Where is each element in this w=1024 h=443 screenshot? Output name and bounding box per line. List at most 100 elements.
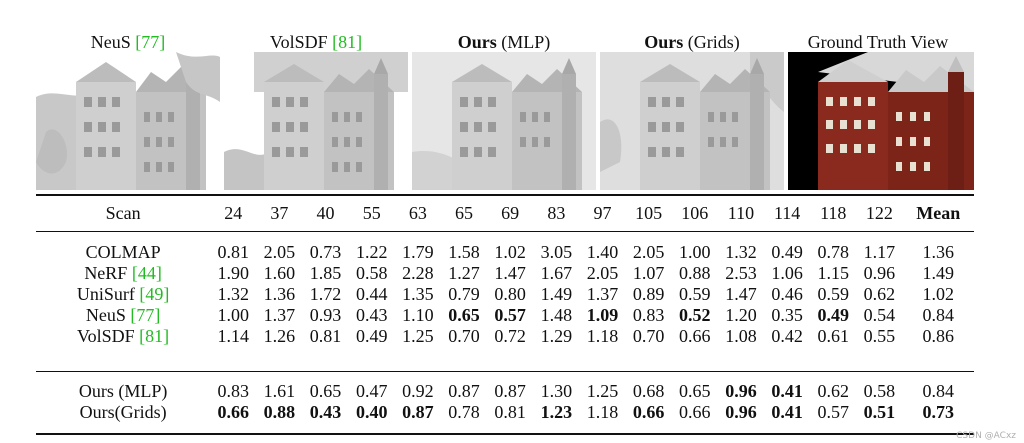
table-cell: 0.81 — [217, 242, 249, 262]
table-cell: 1.25 — [402, 326, 434, 346]
table-cell: 1.72 — [309, 284, 342, 304]
table-cell: 0.57 — [817, 402, 850, 422]
table-cell: 1.07 — [632, 263, 665, 283]
header-mean: Mean — [916, 203, 961, 223]
method-name: UniSurf [49] — [76, 284, 170, 304]
table-cell: 1.32 — [217, 284, 249, 304]
table-cell: 0.96 — [725, 381, 757, 401]
table-cell: 1.36 — [922, 242, 955, 262]
table-cell: 0.73 — [922, 402, 955, 422]
table-cell: 1.36 — [263, 284, 296, 304]
table-cell: 2.05 — [632, 242, 665, 262]
header-scan-55: 55 — [362, 203, 381, 223]
header-scan-110: 110 — [727, 203, 755, 223]
table-cell: 1.58 — [448, 242, 480, 262]
method-name: NeRF [44] — [84, 263, 162, 283]
table-cell: 0.66 — [679, 402, 711, 422]
table-cell: 1.02 — [494, 242, 526, 262]
table-cell: 0.84 — [922, 381, 955, 401]
table-row: Ours (MLP) 0.83 1.61 0.65 0.47 0.92 0.87 0.87 1.… — [36, 381, 974, 402]
table-cell: 0.68 — [632, 381, 665, 401]
baseline-table: COLMAP 0.81 2.05 0.73 1.22 1.79 1.58 1.02 3.05 1.… — [36, 242, 974, 347]
table-cell: 1.08 — [725, 326, 757, 346]
header-scan-83: 83 — [547, 203, 566, 223]
table-cell: 0.70 — [448, 326, 480, 346]
table-cell: 0.86 — [922, 326, 955, 346]
table-row: Ours(Grids) 0.66 0.88 0.43 0.40 0.87 0.78 0.81 1… — [36, 402, 974, 423]
panel-title-ours-grids: Ours (Grids) — [644, 32, 740, 52]
render-ground-truth — [788, 52, 974, 190]
table-cell: 0.88 — [263, 402, 296, 422]
table-cell: 0.80 — [494, 284, 526, 304]
header-scan-63: 63 — [408, 203, 427, 223]
table-cell: 0.84 — [922, 305, 955, 325]
table-cell: 0.96 — [863, 263, 896, 283]
table-cell: 1.02 — [922, 284, 955, 304]
table-cell: 0.66 — [632, 402, 665, 422]
table-cell: 0.96 — [725, 402, 757, 422]
table-cell: 0.78 — [817, 242, 850, 262]
table-header: Scan 24 37 40 55 63 65 69 83 97 105 106 110 114 118 122… — [36, 201, 974, 225]
panel-title-volsdf: VolSDF [81] — [269, 32, 363, 52]
table-cell: 0.43 — [355, 305, 388, 325]
table-cell: 1.61 — [263, 381, 296, 401]
table-cell: 1.15 — [817, 263, 850, 283]
header-scan-105: 105 — [635, 203, 663, 223]
table-cell: 1.06 — [771, 263, 803, 283]
table-cell: 1.90 — [217, 263, 249, 283]
header-rule — [36, 231, 974, 232]
table-cell: 0.44 — [355, 284, 388, 304]
table-cell: 1.85 — [309, 263, 342, 283]
table-cell: 0.87 — [494, 381, 526, 401]
table-cell: 0.65 — [448, 305, 480, 325]
table-cell: 1.09 — [586, 305, 619, 325]
table-cell: 0.49 — [771, 242, 803, 262]
table-cell: 1.20 — [725, 305, 757, 325]
header-scan-24: 24 — [224, 203, 243, 223]
table-cell: 0.40 — [355, 402, 388, 422]
table-cell: 0.61 — [817, 326, 850, 346]
table-cell: 0.42 — [771, 326, 803, 346]
table-cell: 0.81 — [494, 402, 526, 422]
table-cell: 2.28 — [402, 263, 434, 283]
table-bottom-rule — [36, 433, 974, 435]
table-cell: 1.22 — [355, 242, 388, 262]
table-cell: 0.51 — [863, 402, 896, 422]
table-cell: 1.18 — [586, 402, 619, 422]
table-cell: 1.60 — [263, 263, 296, 283]
table-cell: 3.05 — [540, 242, 573, 262]
table-cell: 1.27 — [448, 263, 480, 283]
table-row: COLMAP 0.81 2.05 0.73 1.22 1.79 1.58 1.02 3.05 1.… — [36, 242, 974, 263]
table-cell: 1.18 — [586, 326, 619, 346]
table-cell: 0.87 — [402, 402, 434, 422]
table-cell: 1.37 — [263, 305, 296, 325]
table-cell: 0.43 — [309, 402, 342, 422]
table-cell: 0.62 — [817, 381, 850, 401]
method-name: VolSDF [81] — [76, 326, 170, 346]
header-scan-118: 118 — [820, 203, 847, 223]
table-top-rule — [36, 194, 974, 196]
render-row — [0, 52, 1024, 190]
table-row: NeRF [44] 1.90 1.60 1.85 0.58 2.28 1.27 1.47 1.6… — [36, 263, 974, 284]
table-cell: 2.05 — [586, 263, 619, 283]
table-cell: 0.81 — [309, 326, 342, 346]
table-row: UniSurf [49] 1.32 1.36 1.72 0.44 1.35 0.79 0.80… — [36, 284, 974, 305]
table-cell: 0.52 — [679, 305, 711, 325]
table-cell: 0.83 — [217, 381, 249, 401]
citation: [77] — [130, 305, 161, 325]
panel-title-neus: NeuS [77] — [90, 32, 166, 52]
table-cell: 0.88 — [679, 263, 711, 283]
table-cell: 0.83 — [632, 305, 665, 325]
header-row: Scan 24 37 40 55 63 65 69 83 97 105 106 110 114 118 122… — [36, 201, 974, 225]
method-name: Ours (MLP) — [78, 381, 168, 401]
table-cell: 1.10 — [402, 305, 434, 325]
method-name: NeuS [77] — [85, 305, 161, 325]
table-cell: 1.67 — [540, 263, 573, 283]
table-cell: 0.62 — [863, 284, 896, 304]
table-row: VolSDF [81] 1.14 1.26 0.81 0.49 1.25 0.70 0.72 1… — [36, 326, 974, 347]
table-cell: 0.41 — [771, 402, 803, 422]
table-cell: 0.89 — [632, 284, 665, 304]
table-cell: 0.49 — [355, 326, 388, 346]
figure-titles: NeuS [77] VolSDF [81] Ours (MLP) Ours (G… — [0, 30, 1024, 54]
ours-table: Ours (MLP) 0.83 1.61 0.65 0.47 0.92 0.87 0.87 1.… — [36, 381, 974, 423]
